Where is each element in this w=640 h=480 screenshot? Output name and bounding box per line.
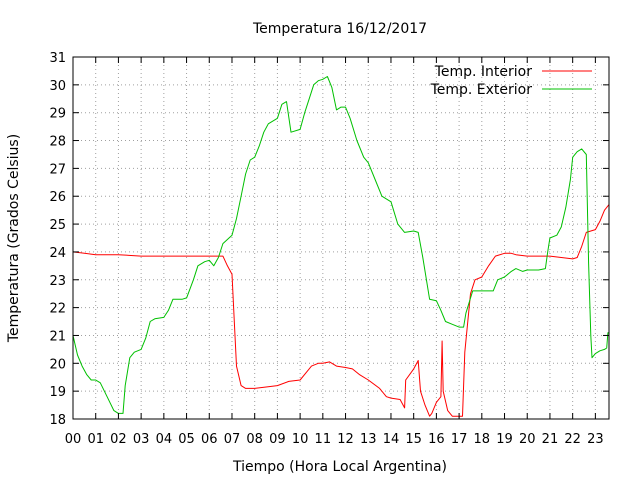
- y-tick-label: 23: [49, 274, 66, 289]
- x-tick-label: 12: [337, 432, 354, 447]
- chart-title: Temperatura 16/12/2017: [252, 21, 427, 37]
- axis-ticks: 18 19 20 21 22 23 24 25 26 27 28 29 30 31 00 01 02 03 04 05…: [49, 51, 609, 447]
- x-tick-label: 14: [383, 432, 400, 447]
- x-tick-label: 00: [65, 432, 82, 447]
- y-tick-label: 30: [49, 79, 66, 94]
- series-line-exterior: [72, 76, 609, 414]
- y-tick-label: 25: [49, 218, 66, 233]
- y-tick-label: 28: [49, 135, 66, 150]
- legend: Temp. Interior Temp. Exterior: [430, 64, 592, 98]
- x-tick-label: 08: [246, 432, 263, 447]
- legend-label-exterior: Temp. Exterior: [430, 82, 533, 98]
- y-tick-label: 19: [49, 385, 66, 400]
- x-tick-label: 02: [110, 432, 127, 447]
- y-tick-label: 26: [49, 190, 66, 205]
- x-tick-label: 05: [178, 432, 195, 447]
- y-tick-label: 20: [49, 357, 66, 372]
- plot-series: [72, 76, 610, 417]
- x-tick-label: 20: [519, 432, 536, 447]
- x-tick-label: 22: [564, 432, 581, 447]
- x-tick-label: 13: [360, 432, 377, 447]
- x-tick-label: 16: [428, 432, 445, 447]
- x-tick-label: 06: [201, 432, 218, 447]
- y-tick-label: 27: [49, 162, 66, 177]
- x-tick-label: 09: [269, 432, 286, 447]
- legend-label-interior: Temp. Interior: [434, 64, 533, 80]
- x-axis-label: Tiempo (Hora Local Argentina): [232, 459, 447, 475]
- x-tick-label: 19: [496, 432, 513, 447]
- series-line-interior: [72, 204, 610, 417]
- x-tick-label: 01: [87, 432, 104, 447]
- x-tick-label: 10: [292, 432, 309, 447]
- x-tick-label: 15: [405, 432, 422, 447]
- y-tick-label: 31: [49, 51, 66, 66]
- plot-frame: [72, 56, 610, 420]
- grid-lines: [73, 57, 609, 419]
- y-tick-label: 29: [49, 107, 66, 122]
- x-tick-label: 18: [474, 432, 491, 447]
- x-tick-label: 17: [451, 432, 468, 447]
- x-tick-label: 11: [315, 432, 332, 447]
- y-axis-label: Temperatura (Grados Celsius): [6, 134, 22, 343]
- x-tick-label: 23: [587, 432, 604, 447]
- x-tick-label: 07: [224, 432, 241, 447]
- x-tick-label: 21: [542, 432, 559, 447]
- y-tick-label: 22: [49, 302, 66, 317]
- y-tick-label: 21: [49, 329, 66, 344]
- y-tick-label: 24: [49, 246, 66, 261]
- x-tick-label: 04: [156, 432, 173, 447]
- y-tick-label: 18: [49, 413, 66, 428]
- x-tick-label: 03: [133, 432, 150, 447]
